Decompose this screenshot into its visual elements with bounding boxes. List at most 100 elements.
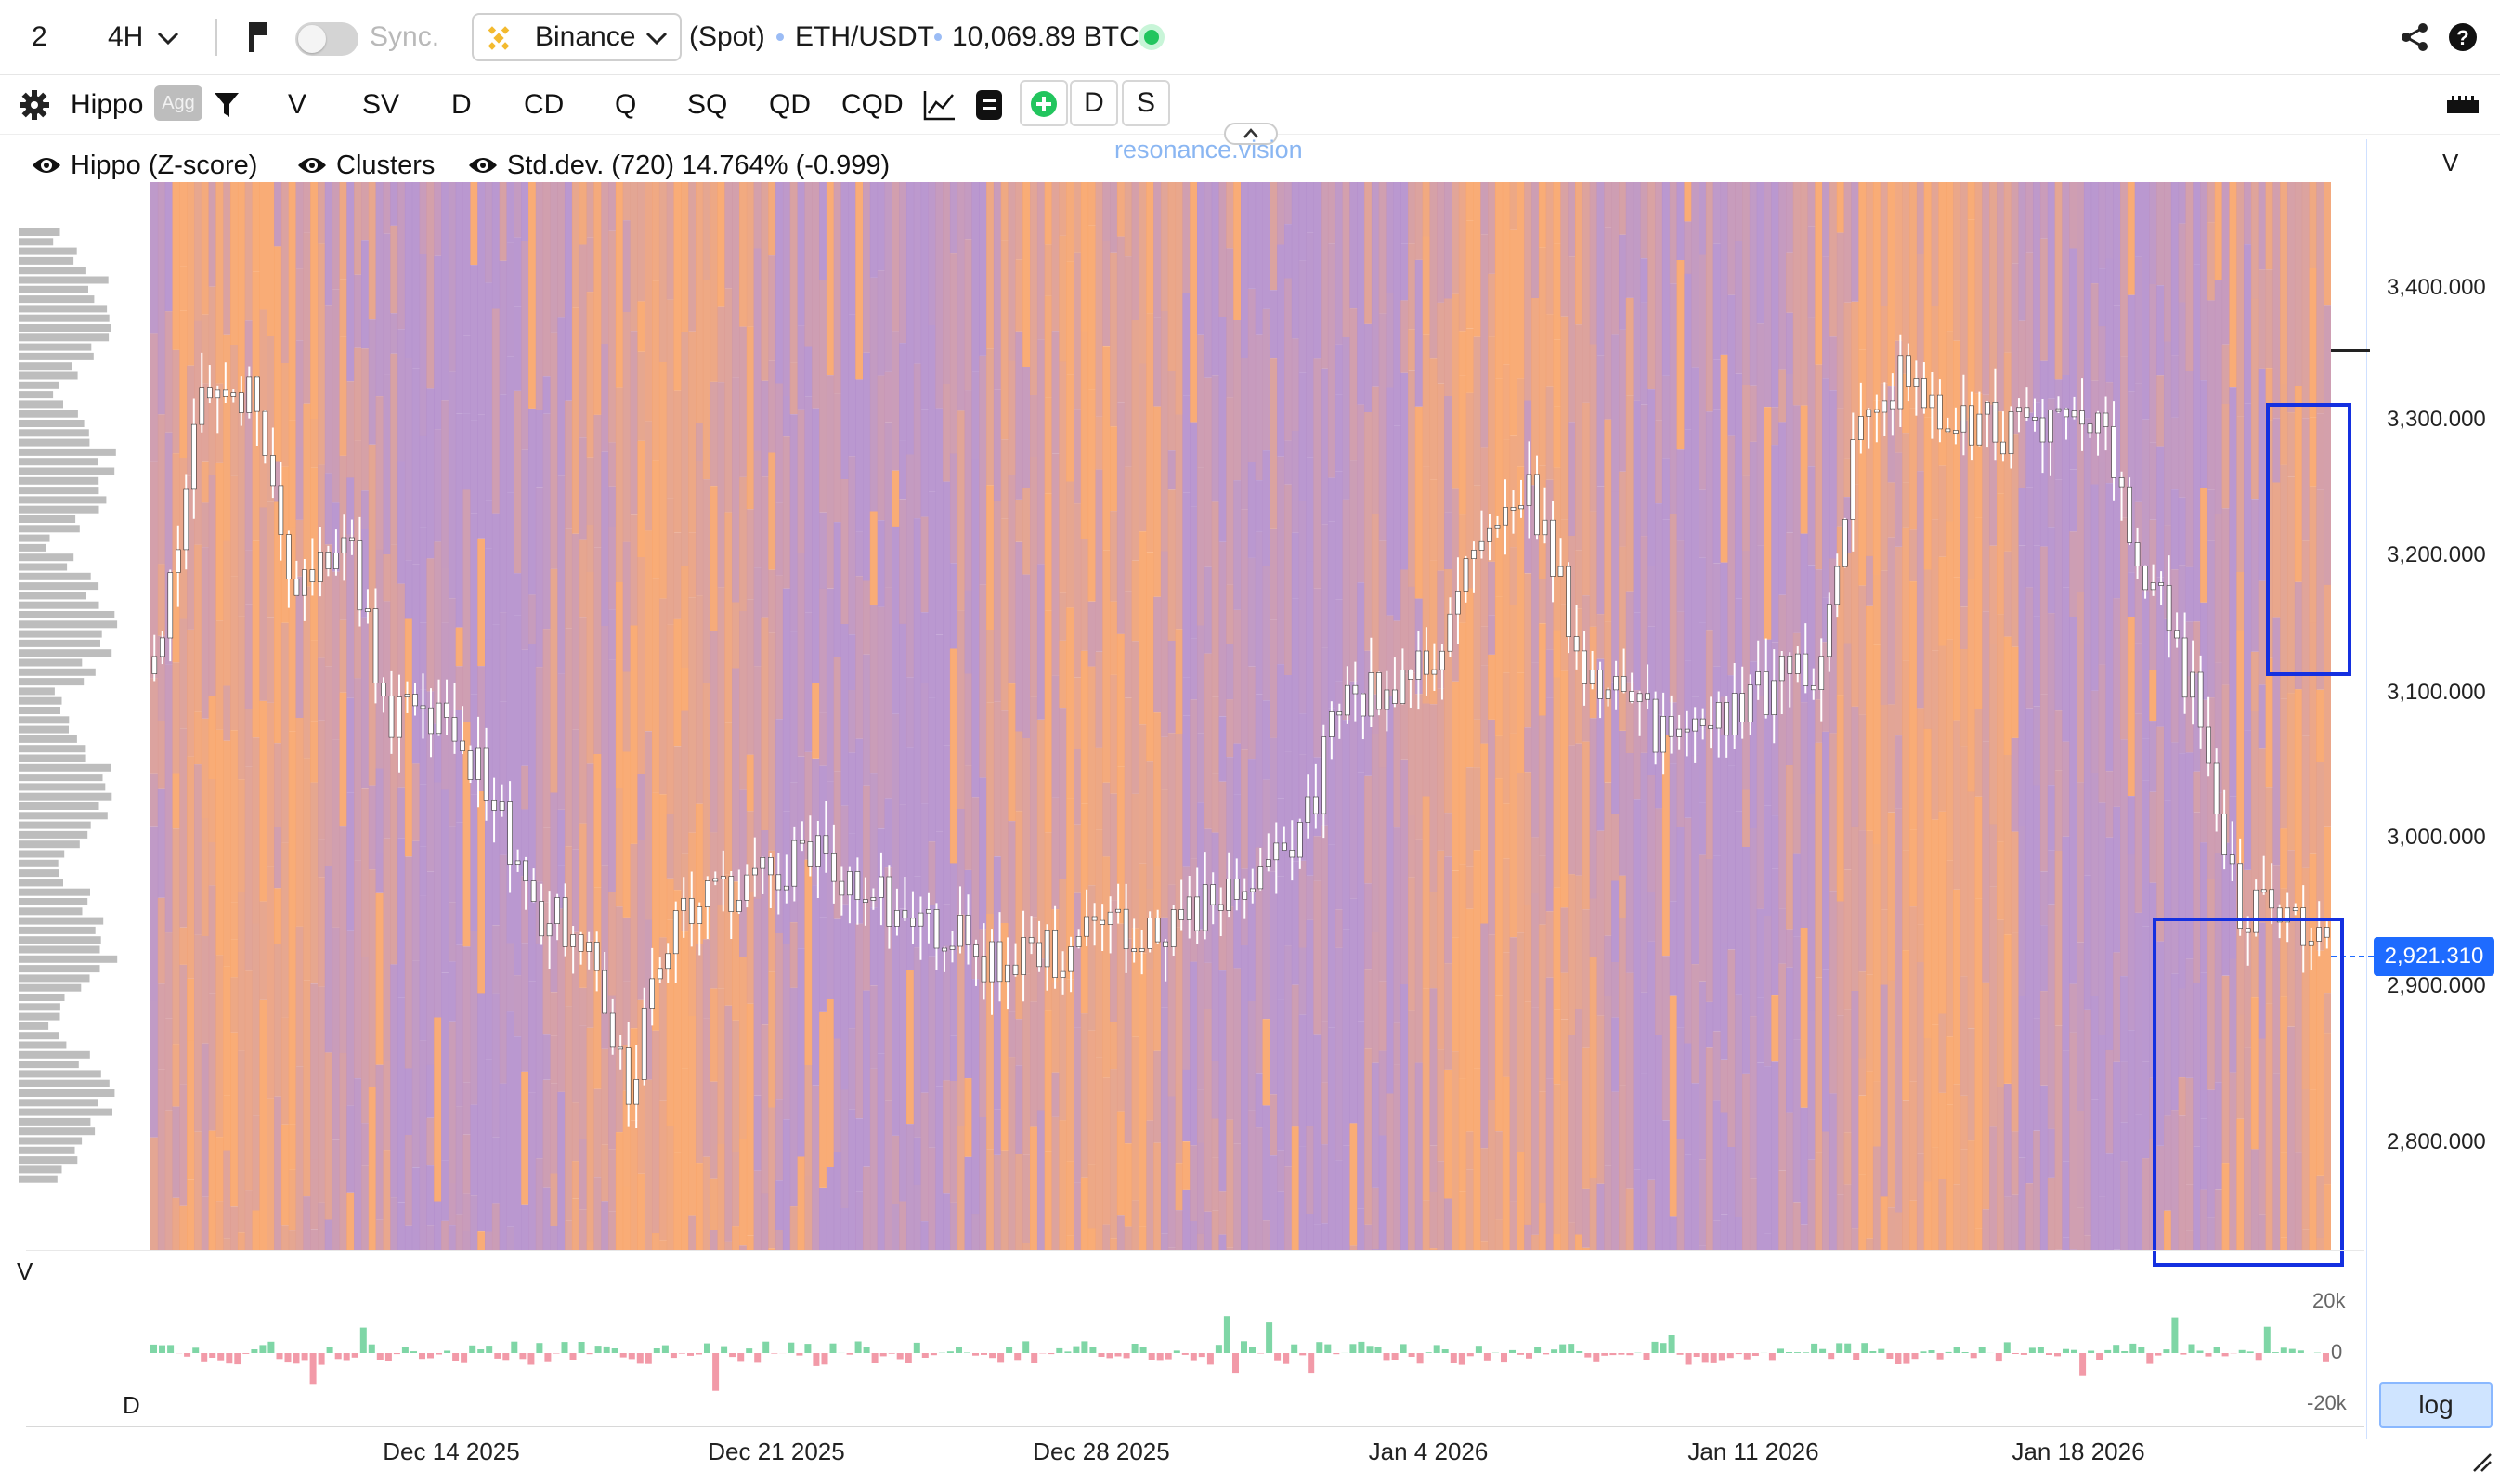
flag-icon[interactable] bbox=[249, 22, 269, 52]
symbol-name[interactable]: ETH/USDT bbox=[795, 21, 934, 52]
toolbar-item-sq[interactable]: SQ bbox=[687, 89, 728, 120]
heatmap-cell bbox=[1604, 996, 1612, 1166]
toolbar-item-q[interactable]: Q bbox=[615, 89, 637, 120]
share-icon[interactable] bbox=[2400, 22, 2429, 52]
ruler-icon[interactable] bbox=[2446, 95, 2480, 115]
add-indicator-button[interactable] bbox=[1020, 80, 1068, 126]
log-scale-button[interactable]: log bbox=[2379, 1382, 2493, 1428]
interval-selector[interactable]: 4H bbox=[108, 21, 144, 52]
watermark-link[interactable]: resonance.vision bbox=[1114, 136, 1303, 163]
heatmap-cell bbox=[826, 1167, 835, 1250]
heatmap-cell bbox=[1116, 182, 1126, 237]
delta-volume-chart[interactable] bbox=[150, 1263, 2331, 1430]
delta-bar bbox=[804, 1344, 812, 1353]
heatmap-cell bbox=[928, 841, 936, 905]
heatmap-cell bbox=[280, 363, 290, 467]
heatmap-cell bbox=[1953, 577, 1961, 721]
toolbar-item-sv[interactable]: SV bbox=[362, 89, 400, 120]
heatmap-cell bbox=[710, 988, 719, 1082]
heatmap-cell bbox=[1298, 713, 1307, 755]
heatmap-cell bbox=[1255, 480, 1264, 532]
d-button[interactable]: D bbox=[1070, 80, 1118, 126]
eye-icon[interactable] bbox=[297, 154, 327, 176]
heatmap-cell bbox=[1444, 182, 1452, 299]
heatmap-cell bbox=[2185, 1230, 2194, 1250]
heatmap-cell bbox=[1488, 615, 1496, 655]
toolbar-item-v[interactable]: V bbox=[288, 89, 307, 120]
toolbar-item-qd[interactable]: QD bbox=[769, 89, 811, 120]
toolbar-item-cd[interactable]: CD bbox=[524, 89, 565, 120]
heatmap-cell bbox=[637, 999, 645, 1174]
resize-handle-icon[interactable] bbox=[2470, 1451, 2493, 1473]
eye-icon[interactable] bbox=[32, 154, 61, 176]
heatmap-cell bbox=[2214, 280, 2223, 514]
sync-toggle[interactable] bbox=[295, 22, 358, 56]
heatmap-cell bbox=[1429, 560, 1438, 705]
heatmap-cell bbox=[208, 286, 216, 475]
heatmap-cell bbox=[1604, 935, 1612, 996]
toolbar-item-cqd[interactable]: CQD bbox=[841, 89, 904, 120]
heatmap-cell bbox=[1909, 682, 1918, 830]
heatmap-cell bbox=[761, 830, 769, 1025]
delta-bar bbox=[1618, 1353, 1625, 1355]
agg-badge[interactable]: Agg bbox=[154, 85, 202, 121]
heatmap-cell bbox=[753, 567, 762, 667]
heatmap-cell bbox=[2265, 368, 2273, 421]
heatmap-cell bbox=[237, 1050, 246, 1233]
eye-icon[interactable] bbox=[468, 154, 498, 176]
heatmap-cell bbox=[303, 758, 311, 981]
heatmap-cell bbox=[2120, 739, 2129, 977]
heatmap-cell bbox=[1030, 457, 1038, 697]
heatmap-cell bbox=[913, 657, 922, 877]
heatmap-cell bbox=[1611, 334, 1620, 492]
heatmap-cell bbox=[1712, 243, 1722, 360]
heatmap-cell bbox=[434, 182, 442, 256]
heatmap-cell bbox=[354, 274, 362, 348]
heatmap-cell bbox=[499, 260, 508, 395]
candle-body bbox=[1605, 689, 1611, 699]
s-button[interactable]: S bbox=[1122, 80, 1170, 126]
heatmap-cell bbox=[1291, 431, 1300, 533]
line-chart-icon[interactable] bbox=[923, 89, 957, 121]
delta-bar bbox=[267, 1341, 275, 1353]
heatmap-cell bbox=[768, 452, 776, 570]
heatmap-cell bbox=[1284, 1166, 1293, 1250]
heatmap-cell bbox=[542, 827, 551, 903]
price-axis[interactable] bbox=[2366, 139, 2500, 1439]
heatmap-cell bbox=[1458, 182, 1467, 332]
heatmap-chart[interactable] bbox=[150, 182, 2331, 1250]
help-icon[interactable]: ? bbox=[2448, 22, 2478, 52]
heatmap-cell bbox=[1452, 681, 1460, 871]
notes-icon[interactable] bbox=[975, 89, 1003, 121]
layout-count[interactable]: 2 bbox=[32, 21, 47, 52]
delta-bar bbox=[284, 1353, 292, 1363]
exchange-selector[interactable]: Binance bbox=[472, 13, 682, 61]
heatmap-cell bbox=[1277, 999, 1285, 1151]
heatmap-cell bbox=[906, 970, 915, 1125]
chevron-down-icon[interactable] bbox=[156, 30, 180, 46]
candle-body bbox=[491, 799, 497, 811]
heatmap-cell bbox=[404, 1068, 413, 1135]
heatmap-cell bbox=[237, 1232, 246, 1250]
heatmap-cell bbox=[673, 618, 682, 747]
heatmap-cell bbox=[666, 299, 675, 499]
heatmap-cell bbox=[1218, 716, 1227, 782]
heatmap-cell bbox=[1036, 182, 1046, 340]
heatmap-cell bbox=[2039, 991, 2049, 1086]
heatmap-cell bbox=[1335, 1160, 1344, 1250]
heatmap-cell bbox=[244, 1190, 254, 1250]
delta-bar bbox=[1710, 1353, 1717, 1363]
heatmap-cell bbox=[1938, 1092, 1947, 1179]
delta-bar bbox=[351, 1353, 358, 1358]
delta-bar bbox=[2104, 1349, 2112, 1353]
indicator-name[interactable]: Hippo bbox=[71, 89, 144, 120]
volume-profile-bar bbox=[19, 707, 60, 714]
toolbar-item-d[interactable]: D bbox=[451, 89, 472, 120]
collapse-toolbar-button[interactable] bbox=[1224, 123, 1278, 145]
heatmap-cell bbox=[2033, 616, 2041, 707]
gear-icon[interactable] bbox=[19, 89, 50, 121]
time-tick: Dec 28 2025 bbox=[1033, 1438, 1170, 1465]
filter-icon[interactable] bbox=[214, 91, 240, 119]
heatmap-cell bbox=[1545, 386, 1555, 480]
delta-bar bbox=[1651, 1341, 1659, 1353]
